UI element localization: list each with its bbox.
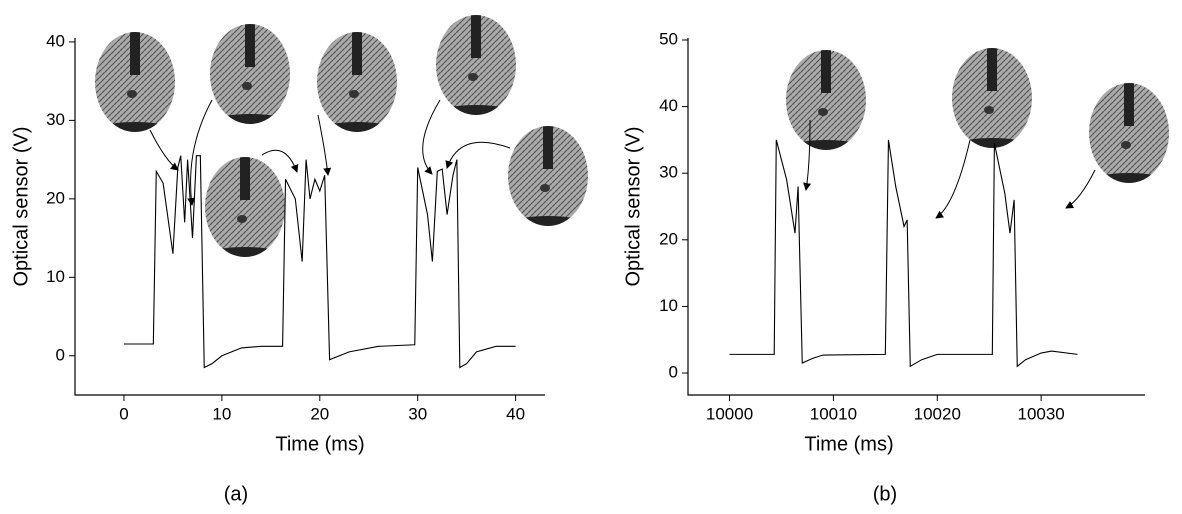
y-tick-label: 20 — [659, 229, 678, 248]
photo — [95, 32, 175, 132]
photo-bg — [952, 48, 1032, 148]
photo-pool — [786, 140, 866, 150]
x-tick-label: 10 — [212, 404, 231, 423]
photo-bg — [786, 50, 866, 150]
photo-nozzle — [245, 24, 255, 67]
x-tick-label: 10000 — [706, 404, 753, 423]
photo-bg — [508, 126, 588, 226]
y-tick-label: 20 — [46, 188, 65, 207]
photo — [952, 48, 1032, 148]
photo-nozzle — [240, 157, 250, 200]
photo-drop — [1121, 141, 1131, 149]
photo-pool — [95, 122, 175, 132]
y-tick-label: 0 — [56, 345, 65, 364]
photo-pool — [508, 216, 588, 226]
axis — [687, 38, 1145, 396]
x-tick-label: 20 — [310, 404, 329, 423]
photo — [1089, 83, 1169, 183]
y-tick-label: 40 — [659, 96, 678, 115]
photo-nozzle — [471, 15, 481, 58]
photo-nozzle — [543, 126, 553, 169]
photo-drop — [540, 184, 550, 192]
x-tick-label: 30 — [408, 404, 427, 423]
y-tick-label: 50 — [659, 29, 678, 48]
photo-drop — [818, 108, 828, 116]
y-tick-label: 40 — [46, 31, 65, 50]
photo — [205, 157, 285, 257]
photo — [436, 15, 516, 115]
y-tick-label: 0 — [669, 363, 678, 382]
y-tick-label: 30 — [659, 163, 678, 182]
photo-nozzle — [1124, 83, 1134, 126]
panel-label: (a) — [224, 483, 248, 505]
photo — [210, 24, 290, 124]
photo-pool — [210, 114, 290, 124]
data-line — [729, 139, 1078, 368]
y-tick-label: 30 — [46, 110, 65, 129]
photo-pool — [317, 122, 397, 132]
y-axis-title: Optical sensor (V) — [622, 126, 644, 286]
photo — [317, 32, 397, 132]
photo-nozzle — [821, 50, 831, 93]
x-tick-label: 10020 — [914, 404, 961, 423]
photo-pool — [1089, 173, 1169, 183]
photo-bg — [436, 15, 516, 115]
photo-nozzle — [352, 32, 362, 75]
photo-bg — [205, 157, 285, 257]
photo-pool — [952, 138, 1032, 148]
photo-bg — [210, 24, 290, 124]
photo-bg — [317, 32, 397, 132]
x-axis-title: Time (ms) — [804, 433, 893, 455]
photo-nozzle — [987, 48, 997, 91]
x-tick-label: 10030 — [1017, 404, 1064, 423]
photo-drop — [242, 82, 252, 90]
photo — [786, 50, 866, 150]
photo-drop — [468, 73, 478, 81]
photos — [95, 15, 1169, 257]
photo-drop — [127, 90, 137, 98]
photo — [508, 126, 588, 226]
photo-bg — [95, 32, 175, 132]
y-tick-label: 10 — [46, 267, 65, 286]
arrows — [149, 99, 1096, 219]
photo-bg — [1089, 83, 1169, 183]
photo-nozzle — [130, 32, 140, 75]
panel-label: (b) — [873, 483, 897, 505]
y-tick-label: 10 — [659, 296, 678, 315]
data-line — [123, 155, 516, 369]
photo-drop — [349, 90, 359, 98]
x-tick-label: 10010 — [810, 404, 857, 423]
x-axis-title: Time (ms) — [275, 433, 364, 455]
photo-drop — [237, 215, 247, 223]
y-axis-title: Optical sensor (V) — [10, 126, 32, 286]
x-tick-label: 0 — [119, 404, 128, 423]
axis — [74, 38, 545, 396]
photo-drop — [984, 106, 994, 114]
x-tick-label: 40 — [506, 404, 525, 423]
